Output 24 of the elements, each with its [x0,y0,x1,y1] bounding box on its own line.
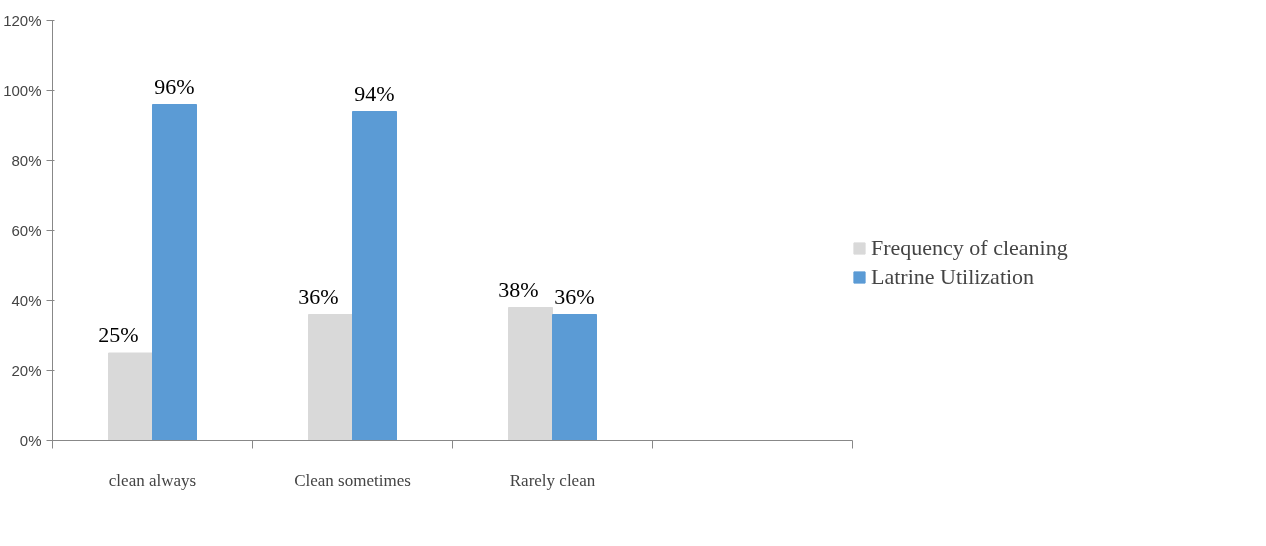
y-tick-label: 100% [3,82,42,99]
bar [308,314,353,441]
bar [552,314,597,441]
data-label: 25% [98,322,139,347]
y-tick-label: 120% [3,12,42,29]
x-tick-label: clean always [108,470,197,490]
bar [152,104,197,441]
y-tick-label: 0% [19,432,42,449]
data-label: 94% [354,80,395,106]
y-tick-label: 80% [11,152,42,169]
x-tick-label: Rarely clean [509,470,596,490]
y-tick-label: 40% [11,292,42,309]
bar [108,352,153,441]
legend-label: Frequency of cleaning [871,235,1068,261]
bar [508,307,553,441]
legend-label: Latrine Utilization [871,264,1035,290]
data-label: 36% [298,283,339,309]
y-tick-label: 20% [11,362,42,379]
bar [352,111,397,441]
data-label: 36% [554,283,595,309]
x-tick-label: Clean sometimes [294,470,411,490]
y-tick-label: 60% [11,222,42,239]
data-label: 96% [154,73,195,99]
data-label: 38% [498,276,539,302]
